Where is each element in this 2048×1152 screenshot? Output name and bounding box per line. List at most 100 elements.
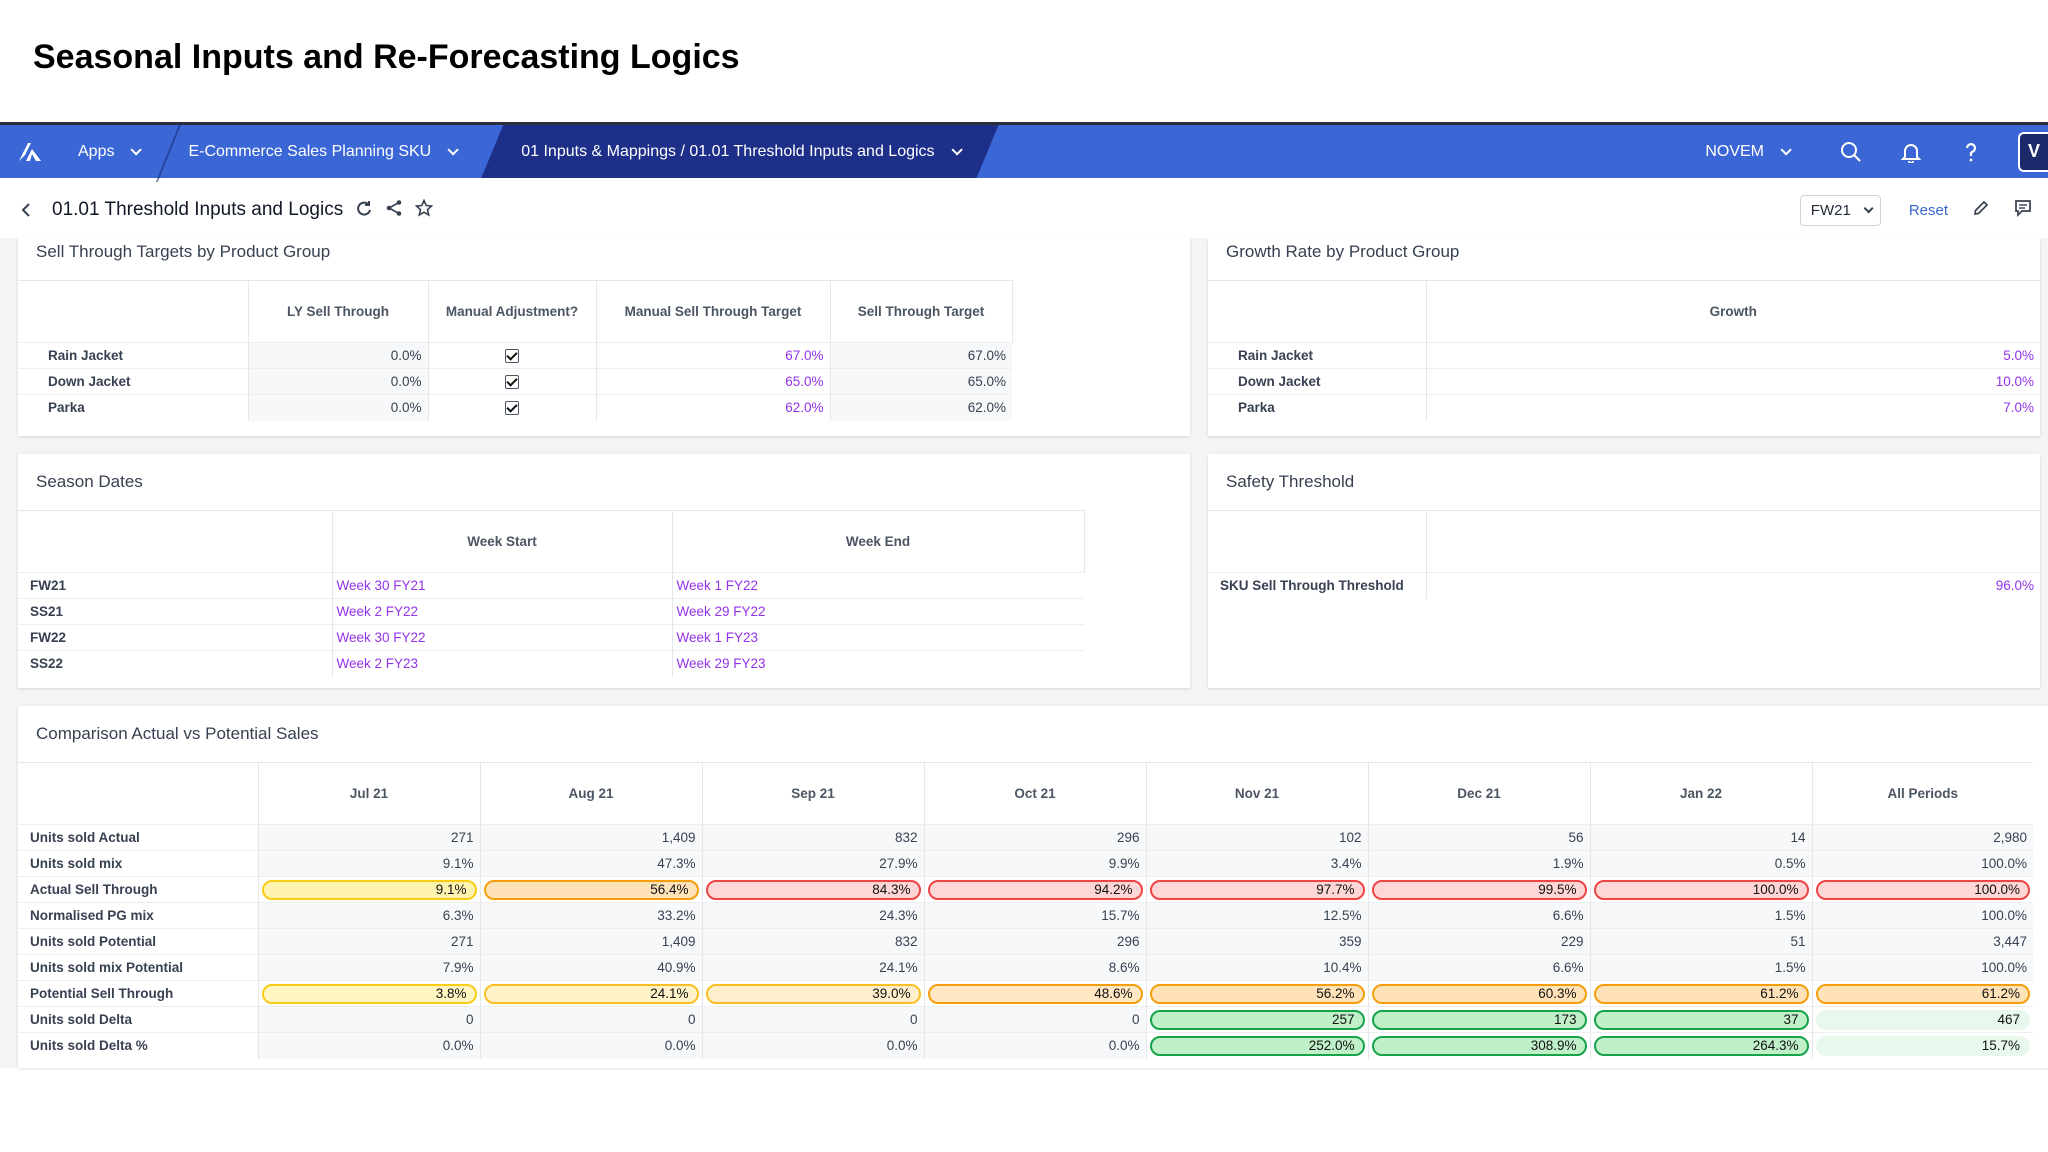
cell-value: 0.0% — [479, 1032, 702, 1059]
table-row: Units sold Delta 0 0 0 0 257 173 37 467 — [18, 1006, 2033, 1033]
growth-input[interactable]: 7.0% — [1425, 394, 2040, 421]
cell-value: 9.1% — [261, 879, 477, 900]
cell-value: 47.3% — [479, 850, 702, 877]
heatmap-cell: 3.8% — [257, 980, 480, 1007]
heatmap-cell: 84.3% — [701, 876, 924, 903]
column-header: Aug 21 — [479, 762, 702, 825]
cell-value: 10.4% — [1145, 954, 1368, 981]
heatmap-cell: 100.0% — [1589, 876, 1812, 903]
column-header: Dec 21 — [1367, 762, 1590, 825]
heatmap-cell: 37 — [1589, 1006, 1812, 1033]
row-label: SKU Sell Through Threshold — [1208, 572, 1426, 599]
week-start-input[interactable]: Week 30 FY22 — [331, 624, 672, 651]
heatmap-cell: 264.3% — [1589, 1032, 1812, 1059]
row-label: Down Jacket — [1208, 368, 1426, 395]
page-breadcrumb-selector[interactable]: 01 Inputs & Mappings / 01.01 Threshold I… — [481, 125, 998, 178]
bell-icon[interactable] — [1898, 139, 1924, 165]
period-selector[interactable]: FW21 — [1799, 194, 1881, 226]
column-header: All Periods — [1811, 762, 2033, 825]
column-header: Manual Sell Through Target — [595, 280, 830, 343]
table-row: FW22 Week 30 FY22 Week 1 FY23 — [18, 624, 1084, 651]
cell-value: 102 — [1145, 824, 1368, 851]
safety-threshold-card: Safety Threshold SKU Sell Through Thresh… — [1208, 454, 2040, 688]
heatmap-cell: 97.7% — [1145, 876, 1368, 903]
growth-input[interactable]: 10.0% — [1425, 368, 2040, 395]
comparison-grid: Jul 21 Aug 21 Sep 21 Oct 21 Nov 21 Dec 21 Jan … — [18, 762, 2033, 1059]
card-title: Safety Threshold — [1226, 472, 1355, 491]
week-end-input[interactable]: Week 29 FY23 — [671, 650, 1084, 677]
search-icon[interactable] — [1838, 139, 1864, 165]
cell-value: 97.7% — [1149, 879, 1365, 900]
user-avatar[interactable]: V — [2018, 131, 2048, 172]
anaplan-logo-icon[interactable] — [0, 125, 60, 178]
column-header: Jan 22 — [1589, 762, 1812, 825]
star-icon[interactable] — [414, 198, 434, 222]
chevron-down-icon — [130, 143, 143, 156]
cell-value: 832 — [701, 824, 924, 851]
heatmap-cell: 60.3% — [1367, 980, 1590, 1007]
row-label: Actual Sell Through — [18, 876, 258, 903]
period-value: FW21 — [1810, 201, 1851, 219]
table-row: Rain Jacket 0.0% 67.0% 67.0% — [18, 342, 1012, 369]
cell-value: 37 — [1593, 1009, 1809, 1030]
cell-value: 56.4% — [483, 879, 699, 900]
app-selector[interactable]: E-Commerce Sales Planning SKU — [170, 125, 473, 178]
week-start-input[interactable]: Week 2 FY23 — [331, 650, 672, 677]
manual-target-input[interactable]: 65.0% — [595, 368, 830, 395]
row-label: Units sold mix Potential — [18, 954, 258, 981]
manual-adjustment-checkbox[interactable] — [427, 394, 596, 421]
week-start-input[interactable]: Week 2 FY22 — [331, 598, 672, 625]
manual-adjustment-checkbox[interactable] — [427, 368, 596, 395]
share-icon[interactable] — [385, 199, 403, 222]
app-name: E-Commerce Sales Planning SKU — [188, 142, 432, 160]
ly-sell-through-cell: 0.0% — [247, 368, 428, 395]
apps-menu[interactable]: Apps — [60, 125, 168, 178]
row-label: Units sold Potential — [18, 928, 258, 955]
week-start-input[interactable]: Week 30 FY21 — [331, 572, 672, 599]
cell-value: 56 — [1367, 824, 1590, 851]
week-end-input[interactable]: Week 29 FY22 — [671, 598, 1084, 625]
row-label: Rain Jacket — [18, 342, 248, 369]
cell-value: 1.5% — [1589, 954, 1812, 981]
cell-value: 94.2% — [927, 879, 1143, 900]
heatmap-cell: 252.0% — [1145, 1032, 1368, 1059]
cell-value: 99.5% — [1371, 879, 1587, 900]
reset-button[interactable]: Reset — [1908, 201, 1948, 219]
table-row: Down Jacket 10.0% — [1208, 368, 2040, 395]
manual-target-input[interactable]: 67.0% — [595, 342, 830, 369]
heatmap-cell: 24.1% — [479, 980, 702, 1007]
workspace-selector[interactable]: NOVEM — [1705, 143, 1792, 161]
edit-pencil-icon[interactable] — [1972, 199, 1990, 222]
manual-target-input[interactable]: 62.0% — [595, 394, 830, 421]
threshold-input[interactable]: 96.0% — [1425, 572, 2040, 599]
column-header: Growth — [1425, 280, 2040, 343]
cell-value: 0.0% — [701, 1032, 924, 1059]
cell-value: 0 — [701, 1006, 924, 1033]
manual-adjustment-checkbox[interactable] — [427, 342, 596, 369]
card-title: Comparison Actual vs Potential Sales — [36, 724, 319, 743]
week-end-input[interactable]: Week 1 FY22 — [671, 572, 1084, 599]
cell-value: 100.0% — [1593, 879, 1809, 900]
help-icon[interactable] — [1958, 139, 1984, 165]
page-title: 01.01 Threshold Inputs and Logics — [52, 199, 344, 220]
back-arrow-icon[interactable] — [16, 200, 36, 220]
row-label: Units sold Delta % — [18, 1032, 258, 1059]
comment-icon[interactable] — [2014, 199, 2032, 222]
cell-value: 0.5% — [1589, 850, 1812, 877]
cell-value: 3.8% — [261, 983, 477, 1004]
table-row: SS21 Week 2 FY22 Week 29 FY22 — [18, 598, 1084, 625]
sell-through-target-cell: 65.0% — [829, 368, 1012, 395]
cell-value: 60.3% — [1371, 983, 1587, 1004]
refresh-icon[interactable] — [355, 199, 373, 222]
cell-value: 264.3% — [1593, 1035, 1809, 1056]
cell-value: 1,409 — [479, 824, 702, 851]
cell-value: 308.9% — [1371, 1035, 1587, 1056]
week-end-input[interactable]: Week 1 FY23 — [671, 624, 1084, 651]
cell-value: 39.0% — [705, 983, 921, 1004]
growth-input[interactable]: 5.0% — [1425, 342, 2040, 369]
card-title: Sell Through Targets by Product Group — [36, 242, 331, 261]
heatmap-cell: 99.5% — [1367, 876, 1590, 903]
cell-value: 1,409 — [479, 928, 702, 955]
chevron-down-icon — [1780, 143, 1792, 156]
cell-value: 6.6% — [1367, 902, 1590, 929]
